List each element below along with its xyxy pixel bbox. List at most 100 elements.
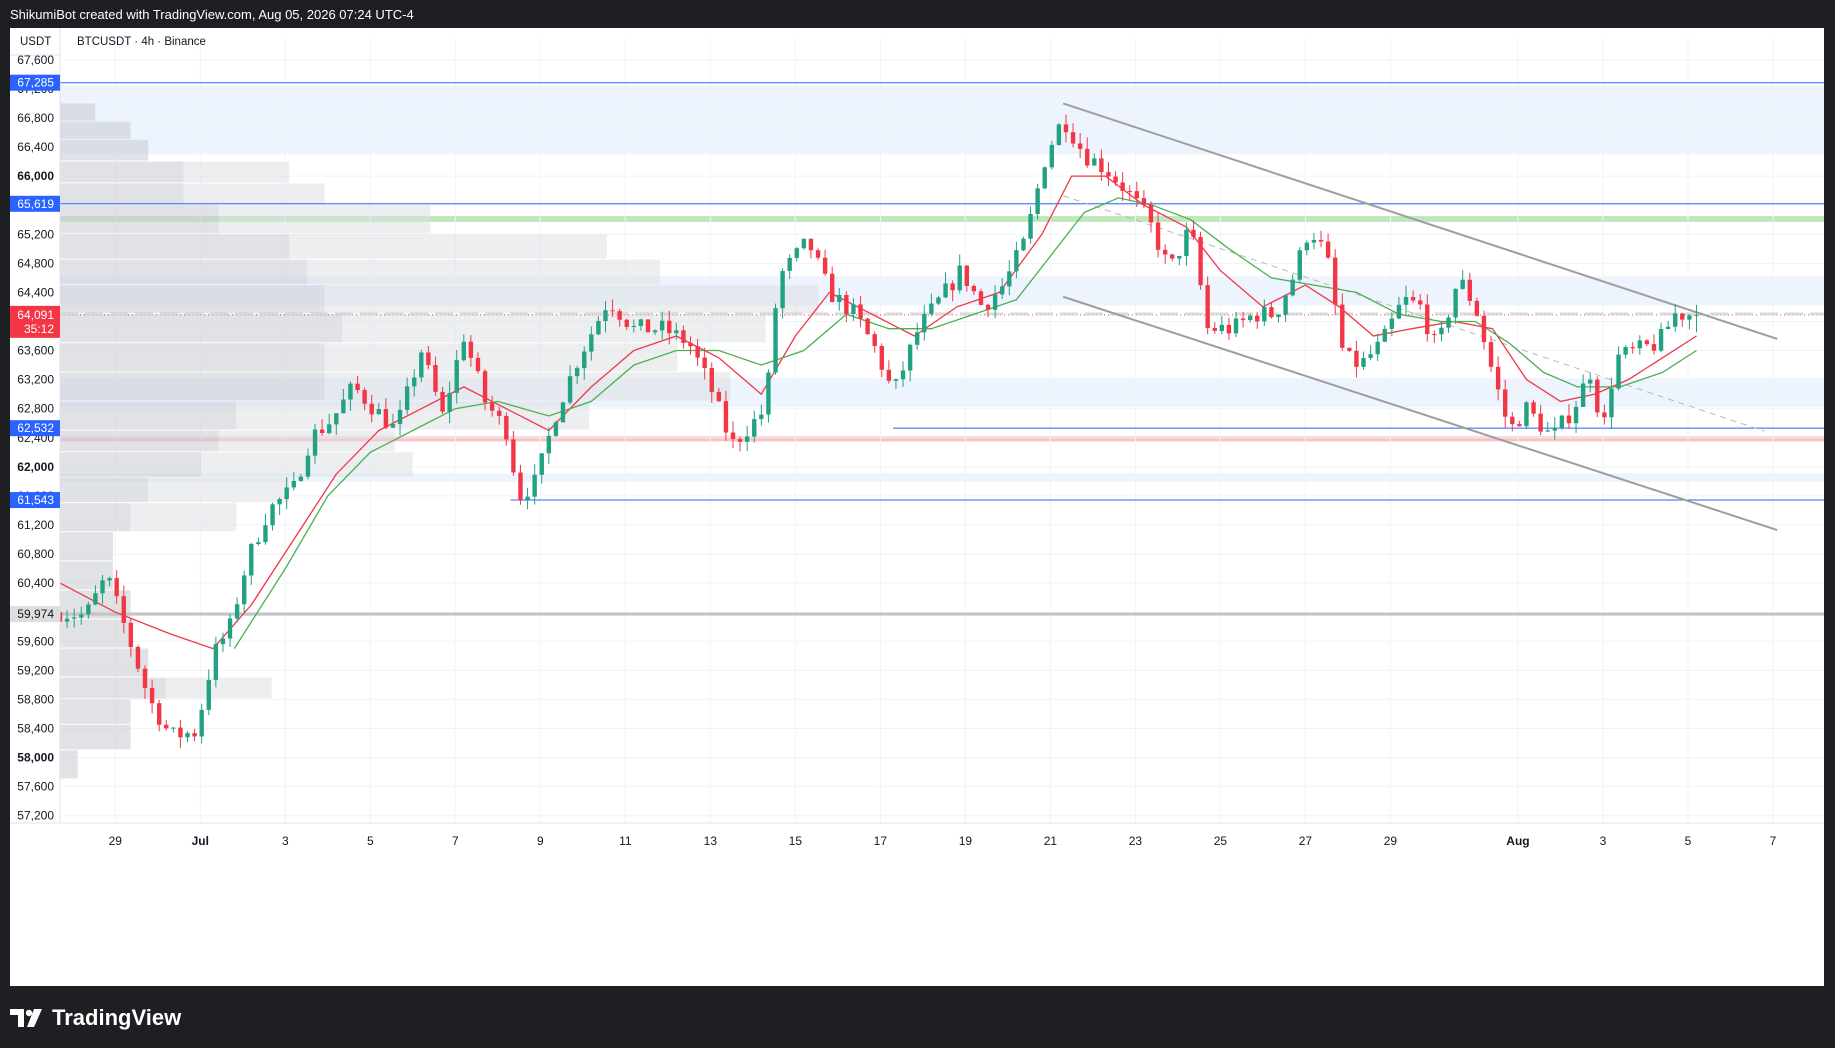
candle [419, 349, 424, 383]
x-tick-label: 25 [1214, 834, 1228, 848]
brand-footer[interactable]: TradingView [10, 1000, 181, 1036]
candle-body [376, 409, 381, 415]
candle-body [1304, 242, 1310, 251]
candle-body [298, 476, 304, 481]
candle [482, 369, 488, 411]
candle-body [192, 733, 197, 737]
candle-body [1162, 249, 1168, 255]
candle [539, 453, 544, 484]
candle-body [291, 480, 296, 488]
candle [851, 298, 856, 321]
candle-body [1595, 379, 1600, 413]
candle [93, 585, 98, 606]
candle-body [86, 604, 91, 615]
candle-body [482, 371, 488, 403]
candle [893, 378, 899, 389]
candle [667, 310, 672, 345]
candle [178, 719, 183, 749]
channel-lower-line [1062, 295, 1778, 532]
candle-body [305, 455, 311, 477]
candle-body [1212, 328, 1217, 331]
candle [468, 335, 474, 367]
candle-body [964, 265, 969, 286]
candle-body [79, 614, 84, 618]
candle-body [1283, 295, 1288, 315]
candle-body [744, 436, 750, 442]
candle [737, 436, 743, 452]
candle [879, 343, 884, 378]
level-price-tag [10, 492, 60, 509]
candle [171, 727, 176, 733]
candle [971, 284, 977, 296]
candle-body [1503, 389, 1508, 417]
candle-body [1191, 229, 1196, 238]
attribution-bar: ShikumiBot created with TradingView.com,… [0, 0, 1835, 28]
candle-body [1658, 329, 1664, 351]
candle [808, 238, 814, 259]
candle-body [341, 399, 346, 414]
candle [1517, 420, 1522, 427]
ema-layer [59, 175, 1697, 650]
candle [256, 537, 261, 546]
candle [376, 403, 381, 415]
zone-support [60, 436, 1824, 442]
candle-body [1609, 388, 1614, 418]
candle-body [171, 727, 176, 729]
candle-body [560, 402, 566, 423]
candle [79, 606, 84, 625]
candle-body [766, 372, 771, 415]
candle-body [950, 283, 955, 291]
channel-upper-line [1062, 102, 1778, 340]
candle-body [1368, 354, 1373, 358]
candle [688, 336, 693, 355]
candle-body [1226, 324, 1232, 334]
volume-profile-bar [60, 561, 113, 590]
price-chart[interactable]: 57,200 57,600 58,000 58,400 58,800 59,200 59,6… [10, 28, 1824, 986]
candle-body [532, 474, 537, 497]
candle [383, 398, 389, 430]
candle-body [1233, 318, 1239, 334]
symbol-title[interactable]: BTCUSDT · 4h · Binance [77, 36, 206, 48]
candle-body [1481, 315, 1487, 343]
channel-layer [1062, 102, 1778, 532]
candle-body [1000, 286, 1005, 295]
candle [348, 381, 353, 411]
candle-body [667, 320, 672, 334]
y-tick-label: 65,200 [17, 227, 54, 241]
level-price-tag [10, 74, 60, 91]
candle [1035, 183, 1040, 220]
candle-body [1325, 241, 1331, 258]
candle [1297, 247, 1302, 284]
candle [695, 338, 700, 367]
volume-profile [60, 103, 819, 779]
volume-profile-bar [218, 430, 396, 452]
candle-body [624, 319, 629, 327]
candle-body [1290, 279, 1295, 296]
volume-profile-bar [60, 677, 166, 699]
candle-body [1382, 328, 1387, 342]
candle-body [872, 334, 877, 346]
candle [71, 608, 77, 628]
candle-body [1602, 412, 1607, 418]
candle-body [992, 294, 998, 310]
volume-profile-bar [60, 314, 343, 343]
candle [929, 293, 934, 317]
candle [1255, 311, 1260, 329]
candle-body [525, 496, 530, 500]
zone-resistance [60, 216, 1824, 222]
candle-body [688, 342, 693, 347]
candle [1474, 297, 1480, 317]
volume-profile-bar [60, 103, 96, 121]
candle-body [1007, 271, 1012, 287]
candle-body [419, 352, 424, 378]
candle-body [1403, 296, 1409, 305]
candle-body [1439, 327, 1444, 335]
candle [723, 390, 729, 441]
candle [504, 412, 509, 446]
candle [1460, 270, 1465, 290]
candle [1170, 253, 1175, 262]
chart-frame: 57,200 57,600 58,000 58,400 58,800 59,200 59,6… [10, 28, 1824, 986]
candle-body [1580, 383, 1586, 407]
candle-body [249, 544, 254, 576]
candle-body [475, 357, 481, 372]
